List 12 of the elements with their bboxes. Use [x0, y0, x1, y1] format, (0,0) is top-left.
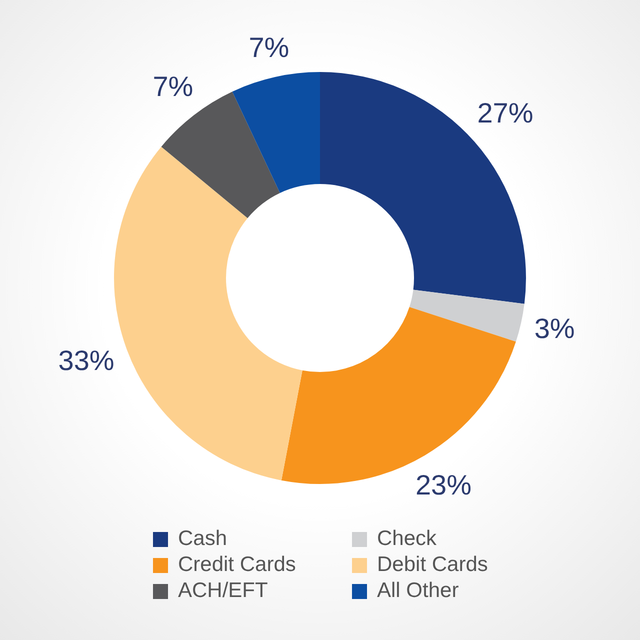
legend-label: Check [377, 527, 437, 550]
data-label: 3% [534, 313, 575, 344]
data-label: 33% [58, 344, 114, 376]
legend-label: All Other [377, 579, 459, 602]
data-label: 7% [152, 71, 194, 102]
data-label: 23% [415, 470, 472, 501]
legend-label: Credit Cards [178, 553, 296, 576]
legend-label: Cash [178, 527, 228, 550]
legend-label: ACH/EFT [178, 579, 268, 602]
legend-label: Debit Cards [377, 553, 488, 576]
data-label: 7% [248, 32, 290, 64]
data-label: 27% [477, 97, 534, 128]
